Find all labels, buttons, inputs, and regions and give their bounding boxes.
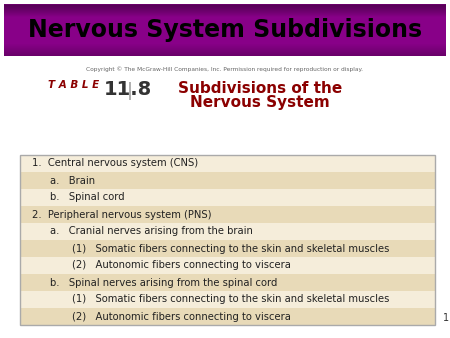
Bar	[4, 49, 446, 51]
Text: Nervous System: Nervous System	[190, 95, 330, 110]
Bar	[20, 189, 435, 206]
Bar	[4, 4, 446, 56]
Bar	[4, 12, 446, 14]
Bar	[4, 54, 446, 56]
Text: (2)   Autonomic fibers connecting to viscera: (2) Autonomic fibers connecting to visce…	[72, 261, 291, 270]
Bar	[4, 51, 446, 53]
Bar	[4, 48, 446, 49]
Bar	[4, 47, 446, 48]
Bar	[4, 50, 446, 52]
Text: (1)   Somatic fibers connecting to the skin and skeletal muscles: (1) Somatic fibers connecting to the ski…	[72, 294, 389, 305]
Text: Copyright © The McGraw-Hill Companies, Inc. Permission required for reproduction: Copyright © The McGraw-Hill Companies, I…	[86, 66, 364, 72]
Text: b.   Spinal nerves arising from the spinal cord: b. Spinal nerves arising from the spinal…	[50, 277, 277, 288]
Text: b.   Spinal cord: b. Spinal cord	[50, 193, 125, 202]
Bar	[4, 46, 446, 47]
Bar	[4, 13, 446, 15]
Bar	[20, 291, 435, 308]
Text: Nervous System Subdivisions: Nervous System Subdivisions	[28, 18, 422, 42]
Bar	[4, 11, 446, 13]
Bar	[4, 52, 446, 54]
Bar	[4, 10, 446, 11]
Bar	[4, 44, 446, 45]
Bar	[4, 48, 446, 50]
Text: (2)   Autonomic fibers connecting to viscera: (2) Autonomic fibers connecting to visce…	[72, 312, 291, 321]
Bar	[20, 172, 435, 189]
Bar	[20, 257, 435, 274]
Bar	[4, 15, 446, 17]
Text: a.   Cranial nerves arising from the brain: a. Cranial nerves arising from the brain	[50, 226, 253, 237]
Text: (1)   Somatic fibers connecting to the skin and skeletal muscles: (1) Somatic fibers connecting to the ski…	[72, 243, 389, 254]
Bar	[20, 308, 435, 325]
Text: 11.8: 11.8	[104, 80, 152, 99]
Bar	[20, 274, 435, 291]
Text: |: |	[127, 82, 133, 100]
Bar	[4, 45, 446, 46]
Bar	[4, 9, 446, 10]
Bar	[4, 4, 446, 5]
Bar	[20, 155, 435, 325]
Text: T A B L E: T A B L E	[48, 80, 99, 90]
Bar	[4, 5, 446, 6]
Text: Subdivisions of the: Subdivisions of the	[178, 81, 342, 96]
Bar	[4, 14, 446, 16]
Bar	[4, 7, 446, 8]
Text: 1: 1	[443, 313, 449, 323]
Text: 1.  Central nervous system (CNS): 1. Central nervous system (CNS)	[32, 159, 198, 169]
Bar	[20, 155, 435, 172]
Bar	[20, 240, 435, 257]
Bar	[4, 53, 446, 55]
Bar	[20, 206, 435, 223]
Bar	[4, 8, 446, 9]
Text: a.   Brain: a. Brain	[50, 175, 95, 186]
Text: 2.  Peripheral nervous system (PNS): 2. Peripheral nervous system (PNS)	[32, 210, 211, 219]
Bar	[4, 6, 446, 7]
Bar	[20, 223, 435, 240]
